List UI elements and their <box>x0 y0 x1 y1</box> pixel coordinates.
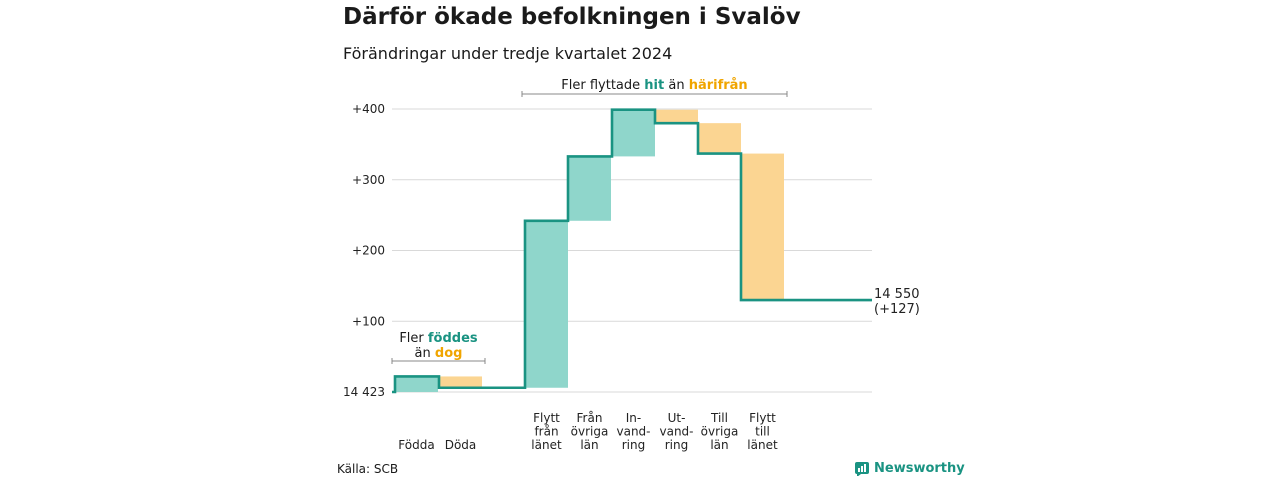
end-change-label: (+127) <box>874 302 920 317</box>
annotation-segment: Fler <box>399 331 428 346</box>
category-label: länet <box>531 438 562 452</box>
y-tick-label: +400 <box>352 102 385 116</box>
brand-name: Newsworthy <box>874 461 965 476</box>
annotation-segment: än <box>664 78 688 93</box>
annotation-segment: Fler flyttade <box>561 78 644 93</box>
annotation-text: än dog <box>415 346 463 361</box>
category-label: ring <box>622 438 646 452</box>
source-note: Källa: SCB <box>337 462 399 476</box>
category-label: län <box>710 438 728 452</box>
brand-logo: Newsworthy <box>855 461 965 476</box>
annotation-text: Fler föddes <box>399 331 478 346</box>
category-label: Ut- <box>668 411 686 425</box>
category-label: Födda <box>398 438 434 452</box>
category-label: från <box>534 425 558 439</box>
category-label: Från <box>577 411 603 425</box>
cumulative-step-line <box>392 108 872 394</box>
waterfall-bar <box>439 376 482 388</box>
chart-subtitle: Förändringar under tredje kvartalet 2024 <box>343 44 673 63</box>
waterfall-bar <box>612 109 655 157</box>
y-tick-label: +100 <box>352 314 385 328</box>
annotation-segment: föddes <box>428 331 478 346</box>
annotation-segment: härifrån <box>689 78 748 93</box>
category-label: övriga <box>571 425 609 439</box>
category-label: län <box>580 438 598 452</box>
waterfall-bar <box>395 376 438 392</box>
annotation-text: Fler flyttade hit än härifrån <box>561 78 747 93</box>
y-tick-label: +200 <box>352 244 385 258</box>
category-label: In- <box>626 411 641 425</box>
category-label: Till <box>710 411 728 425</box>
category-label: vand- <box>616 425 650 439</box>
annotation-segment: dog <box>435 346 463 361</box>
newsworthy-logo-icon <box>855 461 869 476</box>
category-label: Döda <box>445 438 477 452</box>
baseline-label: 14 423 <box>343 385 385 399</box>
category-label: vand- <box>659 425 693 439</box>
waterfall-bar <box>698 123 741 154</box>
category-label: länet <box>747 438 778 452</box>
category-label: Flytt <box>749 411 776 425</box>
annotation-segment: hit <box>644 78 664 93</box>
y-tick-label: +300 <box>352 173 385 187</box>
category-label: ring <box>665 438 689 452</box>
waterfall-bar <box>655 109 698 124</box>
category-label: övriga <box>701 425 739 439</box>
annotation-segment: än <box>415 346 435 361</box>
category-label: till <box>755 425 770 439</box>
waterfall-bar <box>568 156 611 221</box>
end-value-label: 14 550 <box>874 287 920 302</box>
waterfall-bar <box>525 220 568 388</box>
category-label: Flytt <box>533 411 560 425</box>
waterfall-bar <box>741 153 784 301</box>
chart-title: Därför ökade befolkningen i Svalöv <box>343 4 801 30</box>
